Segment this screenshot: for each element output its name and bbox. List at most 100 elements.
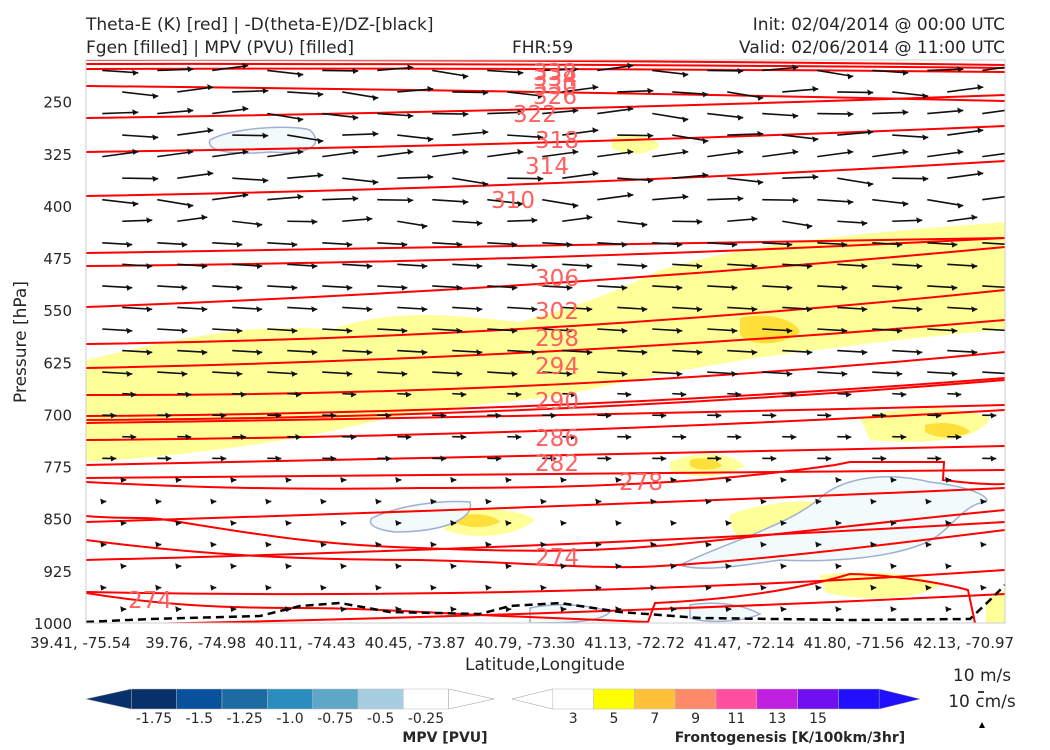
wind-vector-head [460, 434, 467, 441]
wind-vector-head [660, 455, 667, 462]
wind-vector-head [340, 476, 347, 483]
wind-vector-head [405, 391, 412, 398]
wind-vector-head [861, 306, 868, 313]
wind-vector-head [187, 202, 194, 209]
wind-vector-head [586, 263, 593, 270]
wind-vector [782, 176, 819, 179]
wind-vector-head [870, 498, 877, 505]
wind-vector-head [450, 476, 457, 483]
wind-vector-head [566, 284, 573, 291]
wind-vector-head [375, 584, 382, 591]
frontogenesis-colorbar-label: Frontogenesis [K/100km/3hr] [675, 730, 905, 746]
wind-vector-head [780, 519, 787, 526]
wind-vector [782, 88, 819, 93]
wind-vector-head [605, 455, 612, 462]
wind-vector-head [100, 541, 107, 548]
theta-e-label: 326 [533, 84, 577, 110]
wind-vector-head [566, 241, 573, 248]
colorbar-tick-label: 11 [727, 711, 745, 727]
wind-vector-head [407, 112, 414, 119]
wind-vector-head [592, 84, 599, 91]
theta-e-contour [138, 593, 1005, 623]
fgen-fill-area [612, 135, 660, 154]
wind-vector-head [210, 498, 217, 505]
wind-vector-head [731, 284, 738, 291]
wind-vector-head [951, 370, 958, 377]
theta-e-contour [86, 351, 1005, 397]
wind-vector-head [430, 498, 437, 505]
wind-vector-head [955, 391, 962, 398]
theta-e-contour [86, 569, 1005, 596]
wind-vector [947, 86, 984, 93]
wind-vector-head [786, 370, 793, 377]
wind-vector-head [641, 349, 648, 356]
fgen-fill-area [455, 514, 500, 528]
wind-vector-head [366, 215, 373, 222]
wind-vector [267, 195, 304, 201]
wind-vector-head [770, 412, 777, 419]
y-tick-label: 1000 [34, 615, 72, 633]
y-tick-label: 400 [43, 198, 72, 216]
wind-vector-head [456, 327, 463, 334]
x-tick-label: 39.41, -75.54 [30, 634, 131, 652]
wind-vector-head [560, 606, 567, 613]
wind-vector-head [291, 327, 298, 334]
wind-vector-head [207, 127, 214, 134]
colorbar-cell [838, 688, 880, 710]
colorbar-cell [715, 688, 758, 710]
wind-vector [432, 69, 469, 78]
wind-vector-head [130, 434, 137, 441]
wind-vector-head [845, 434, 852, 441]
wind-vector [267, 112, 304, 121]
wind-vector-head [786, 284, 793, 291]
wind-vector-head [786, 241, 793, 248]
wind-vector-head [485, 541, 492, 548]
wind-vector-head [155, 498, 162, 505]
wind-vector [727, 177, 764, 184]
wind-vector-head [311, 306, 318, 313]
wind-vector-head [916, 263, 923, 270]
wind-vector-head [595, 498, 602, 505]
wind-vector-head [401, 241, 408, 248]
wind-vector-head [372, 179, 379, 186]
wind-vector [672, 91, 709, 96]
colorbar-tick-label: -0.25 [408, 711, 444, 727]
wind-vector-head [421, 263, 428, 270]
wind-vector-head [586, 306, 593, 313]
wind-vector-head [346, 284, 353, 291]
wind-vector-head [265, 584, 272, 591]
theta-e-contours [86, 60, 1005, 623]
wind-vector-head [682, 193, 689, 200]
theta-e-contour [86, 289, 1005, 345]
wind-vector-head [285, 519, 292, 526]
wind-vector-head [641, 263, 648, 270]
wind-vector [652, 195, 689, 201]
theta-e-contour [86, 60, 1005, 66]
wind-vector-head [650, 584, 657, 591]
wind-vector [542, 109, 579, 115]
wind-vector-head [187, 148, 194, 155]
wind-vector [652, 69, 689, 76]
wind-vector-head [725, 476, 732, 483]
wind-vector [837, 131, 874, 136]
colorbar-tick-label: 9 [691, 711, 700, 727]
y-tick-label: 925 [43, 563, 72, 581]
wind-vector-head [401, 327, 408, 334]
wind-vector-head [705, 541, 712, 548]
wind-vector-head [132, 109, 139, 116]
header-left-line2: Fgen [filled] | MPV (PVU) [filled] [86, 38, 355, 58]
wind-vector-head [1012, 63, 1018, 69]
wind-vector-head [980, 584, 987, 591]
wind-vector-head [511, 370, 518, 377]
wind-vector [212, 194, 249, 201]
wind-vector-head [760, 584, 767, 591]
wind-vector [122, 177, 159, 180]
wind-vector-head [385, 412, 392, 419]
wind-vector [892, 134, 929, 139]
colorbar-cell [312, 688, 359, 710]
wind-vector-head [350, 391, 357, 398]
theta-e-label: 298 [535, 326, 579, 352]
wind-vector-head [201, 306, 208, 313]
wind-vector-head [372, 94, 379, 101]
wind-vector-head [531, 306, 538, 313]
